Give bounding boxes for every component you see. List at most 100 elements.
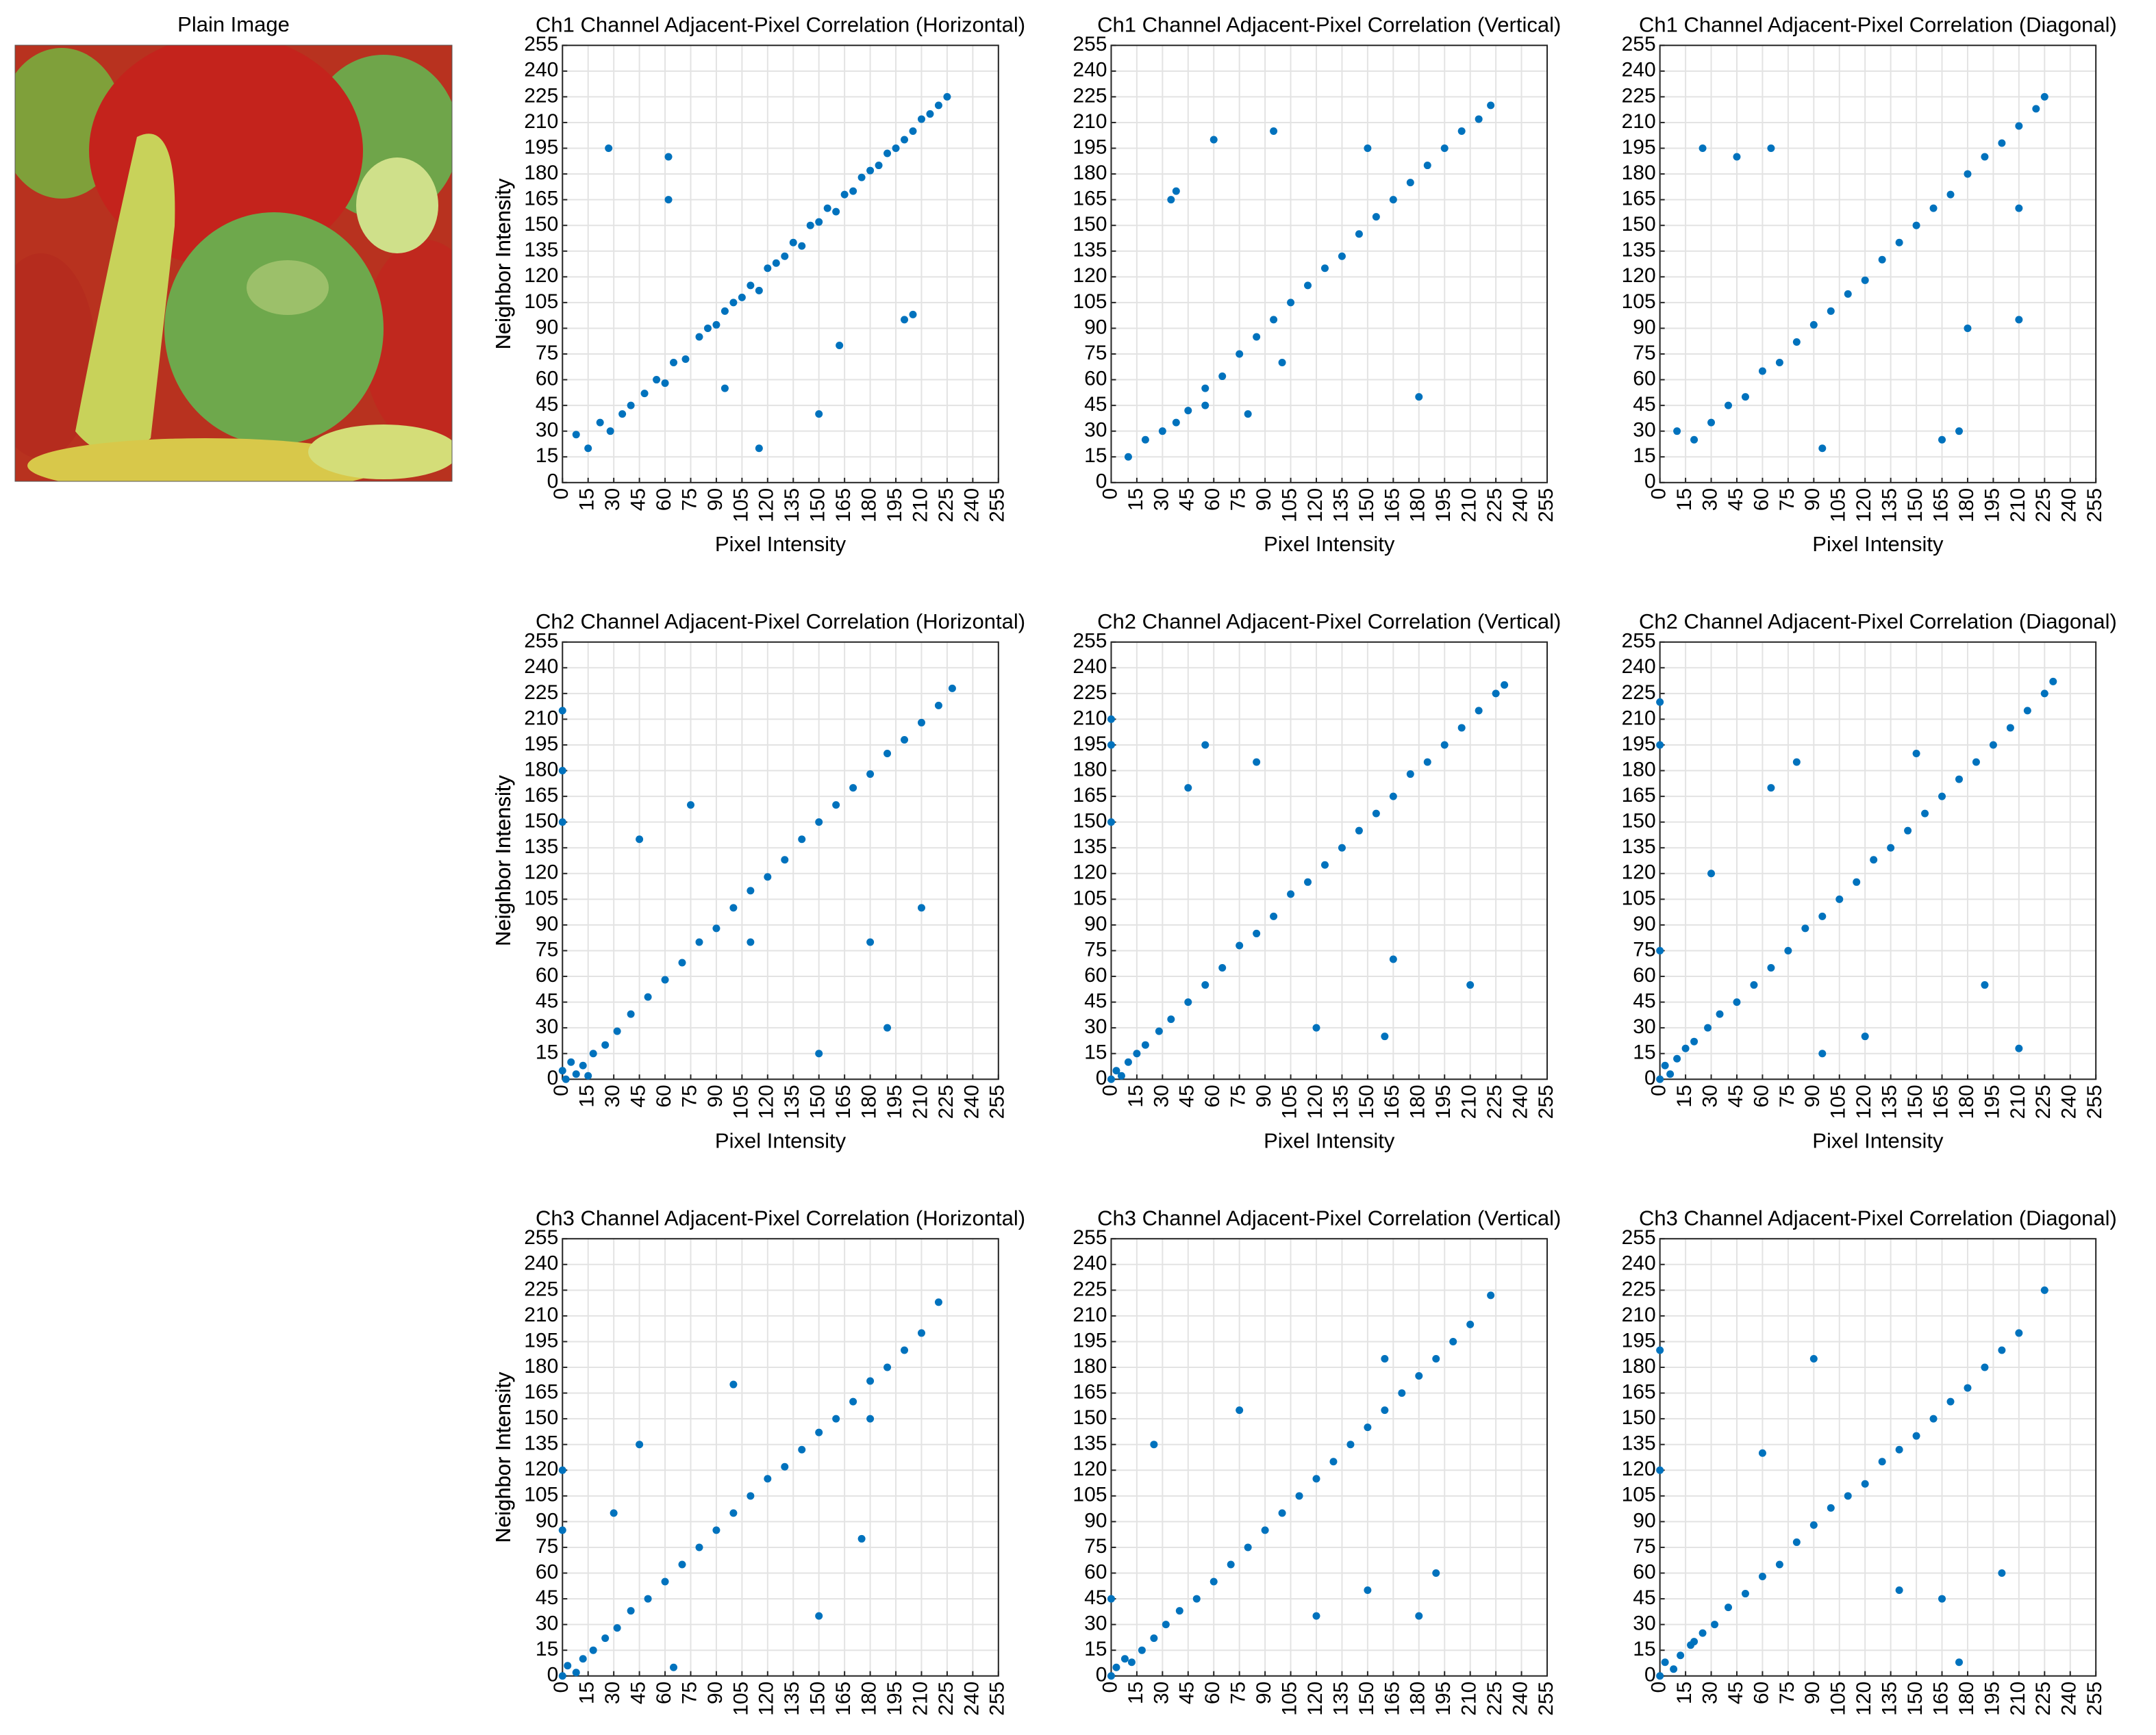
point	[1972, 758, 1980, 766]
y-tick-label: 165	[1073, 188, 1107, 210]
axes-box	[562, 45, 999, 483]
point	[1964, 324, 1972, 332]
point	[2015, 122, 2023, 130]
point	[1381, 1354, 1389, 1363]
point	[1278, 359, 1286, 367]
point	[1733, 998, 1741, 1006]
y-tick-label: 180	[1073, 1355, 1107, 1378]
x-tick-label: 0	[1099, 488, 1121, 500]
point	[1989, 741, 1997, 749]
y-tick-label: 120	[524, 861, 558, 884]
x-tick-label: 210	[2007, 1682, 2029, 1716]
x-axis-label: Pixel Intensity	[715, 1128, 847, 1152]
point	[1244, 1543, 1252, 1552]
point	[823, 204, 831, 212]
x-tick-label: 165	[1381, 488, 1403, 522]
point	[1475, 115, 1483, 123]
y-tick-label: 240	[1622, 1252, 1656, 1275]
y-axis-label: Neighbor Intensity	[491, 1371, 515, 1543]
point	[866, 770, 875, 778]
point	[1767, 144, 1775, 153]
y-tick-label: 180	[524, 162, 558, 184]
point	[1704, 1024, 1712, 1032]
y-axis-label: Neighbor Intensity	[491, 178, 515, 349]
y-tick-label: 240	[1073, 59, 1107, 81]
point	[1955, 427, 1963, 435]
x-axis-label: Pixel Intensity	[715, 532, 847, 556]
axes-box	[1659, 45, 2097, 483]
y-tick-label: 135	[524, 239, 558, 262]
point	[579, 1655, 587, 1663]
point	[558, 1526, 566, 1534]
point	[1355, 826, 1363, 835]
point	[712, 320, 720, 329]
y-tick-label: 105	[1622, 1484, 1656, 1506]
point	[1725, 401, 1733, 409]
point	[909, 310, 917, 318]
y-tick-label: 255	[1622, 1226, 1656, 1249]
point	[1184, 784, 1192, 792]
plain-image	[15, 45, 452, 481]
point	[1218, 372, 1227, 381]
point	[1921, 809, 1929, 818]
point	[798, 1445, 806, 1454]
x-tick-label: 60	[1201, 1682, 1224, 1704]
chart-title: Ch3 Channel Adjacent-Pixel Correlation (…	[536, 1206, 1025, 1230]
point	[1887, 844, 1895, 852]
point	[917, 718, 925, 726]
point	[764, 1475, 772, 1483]
point	[729, 1380, 738, 1389]
y-tick-label: 90	[1084, 913, 1107, 935]
x-tick-label: 195	[1981, 1682, 2003, 1716]
point	[1981, 1363, 1989, 1371]
y-tick-label: 240	[1622, 59, 1656, 81]
x-tick-label: 225	[2032, 1085, 2055, 1119]
point	[664, 196, 673, 204]
point	[1155, 1027, 1163, 1035]
point	[901, 1346, 909, 1354]
x-tick-label: 15	[1673, 1085, 1696, 1107]
x-tick-label: 210	[909, 488, 931, 522]
point	[738, 293, 746, 301]
scatter-chart: 0153045607590105120135150165180195210225…	[491, 12, 1025, 556]
point	[627, 1607, 635, 1615]
x-tick-label: 105	[1278, 1085, 1301, 1119]
y-tick-label: 60	[536, 1560, 558, 1583]
point	[610, 1509, 618, 1517]
x-tick-label: 120	[755, 1085, 778, 1119]
point	[781, 252, 789, 260]
scatter-chart: 0153045607590105120135150165180195210225…	[491, 609, 1025, 1153]
y-tick-label: 120	[1073, 1458, 1107, 1480]
chart-title: Ch3 Channel Adjacent-Pixel Correlation (…	[1097, 1206, 1561, 1230]
x-tick-label: 45	[1725, 1085, 1747, 1107]
point	[627, 1010, 635, 1018]
point	[1133, 1050, 1141, 1058]
point	[815, 1428, 823, 1436]
x-tick-label: 30	[1150, 488, 1173, 511]
point	[1938, 435, 1946, 444]
point	[1432, 1569, 1440, 1578]
x-tick-label: 225	[2032, 488, 2055, 522]
point	[2040, 92, 2048, 101]
point	[1699, 1629, 1707, 1637]
x-tick-label: 15	[576, 1085, 599, 1107]
point	[579, 1061, 587, 1069]
y-tick-label: 45	[1084, 990, 1107, 1013]
x-tick-label: 90	[704, 1682, 727, 1704]
point	[781, 856, 789, 864]
y-tick-label: 255	[1622, 33, 1656, 55]
point	[1656, 1466, 1664, 1474]
x-tick-label: 255	[2083, 1085, 2106, 1119]
point	[1929, 1415, 1938, 1423]
x-tick-label: 75	[1776, 1682, 1798, 1704]
point	[1741, 393, 1749, 401]
x-tick-label: 15	[1125, 488, 1147, 511]
point	[1792, 758, 1801, 766]
point	[681, 355, 690, 364]
point	[1162, 1621, 1170, 1629]
point	[1338, 844, 1346, 852]
point	[1981, 981, 1989, 989]
plot-area	[562, 1239, 999, 1676]
x-tick-label: 105	[1827, 1682, 1850, 1716]
